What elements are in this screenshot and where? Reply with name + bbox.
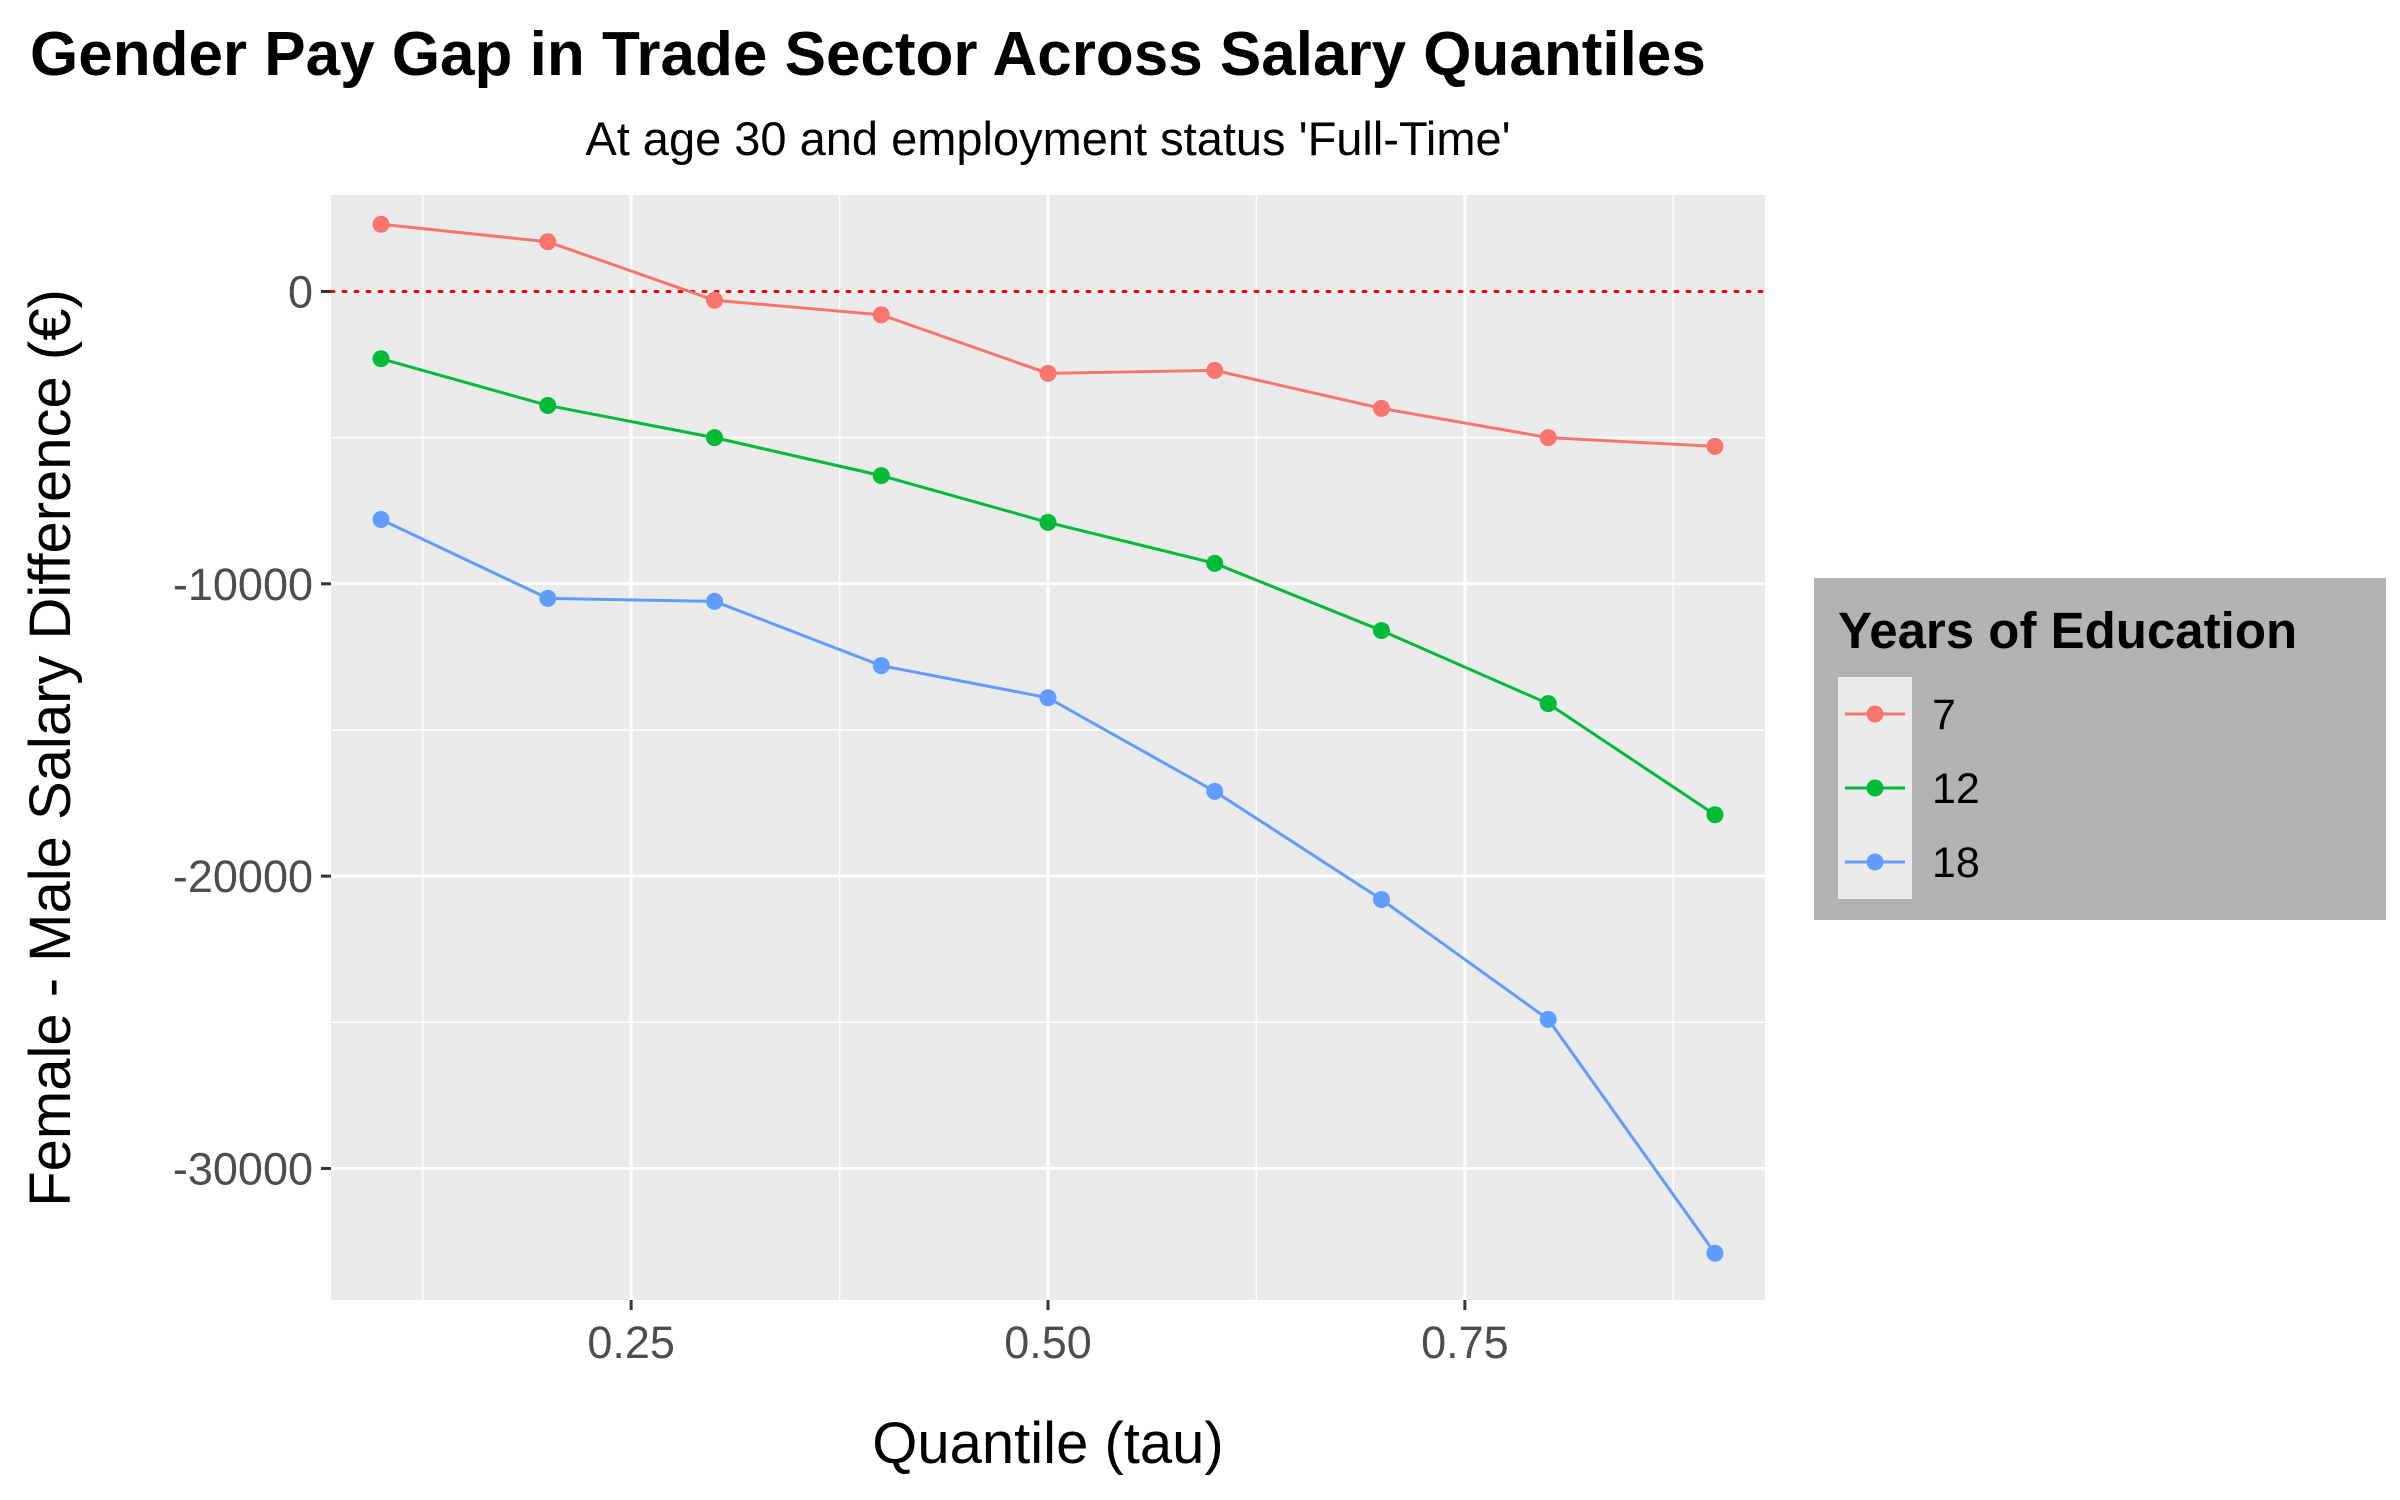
y-tick-label: -10000 <box>173 559 313 610</box>
y-tick-label: -20000 <box>173 851 313 902</box>
legend-title: Years of Education <box>1838 602 2297 659</box>
x-tick-label: 0.75 <box>1421 1317 1509 1368</box>
data-point-7 <box>1039 364 1057 382</box>
data-point-18 <box>872 657 890 675</box>
data-point-18 <box>372 510 390 528</box>
data-point-18 <box>1039 689 1057 707</box>
x-tick-label: 0.25 <box>587 1317 675 1368</box>
chart-title: Gender Pay Gap in Trade Sector Across Sa… <box>30 20 1706 89</box>
legend-label: 18 <box>1932 839 1980 887</box>
data-point-18 <box>1372 891 1390 909</box>
series-layer <box>372 215 1724 1262</box>
data-point-7 <box>539 233 557 251</box>
data-point-7 <box>1206 361 1224 379</box>
data-point-18 <box>539 589 557 607</box>
y-axis-title: Female - Male Salary Difference (€) <box>18 289 83 1207</box>
legend-label: 7 <box>1932 691 1956 739</box>
data-point-18 <box>1539 1010 1557 1028</box>
data-point-7 <box>872 306 890 324</box>
legend-keys: 7 12 18 <box>1838 677 1980 899</box>
legend-label: 12 <box>1932 765 1980 813</box>
legend-key-point <box>1866 853 1884 871</box>
data-point-7 <box>706 291 724 309</box>
data-point-12 <box>1539 695 1557 713</box>
chart-subtitle: At age 30 and employment status 'Full-Ti… <box>585 112 1510 165</box>
data-point-7 <box>1372 399 1390 417</box>
legend: Years of Education 7 12 18 <box>1814 578 2386 920</box>
data-point-18 <box>1706 1244 1724 1262</box>
tick-layer: 0 -10000 -20000 -30000 0.25 0.50 0.75 <box>173 266 1509 1368</box>
y-tick-label: 0 <box>288 266 313 317</box>
data-point-18 <box>1206 782 1224 800</box>
data-point-12 <box>1039 513 1057 531</box>
data-point-12 <box>1372 622 1390 640</box>
data-point-7 <box>1539 429 1557 447</box>
legend-key-point <box>1866 779 1884 797</box>
data-point-12 <box>1706 806 1724 824</box>
data-point-18 <box>706 592 724 610</box>
data-point-12 <box>539 396 557 414</box>
x-axis-title: Quantile (tau) <box>872 1411 1223 1476</box>
data-point-12 <box>372 350 390 368</box>
data-point-12 <box>872 467 890 485</box>
data-point-7 <box>372 215 390 233</box>
y-tick-label: -30000 <box>173 1143 313 1194</box>
data-point-12 <box>706 429 724 447</box>
legend-key-point <box>1866 705 1884 723</box>
data-point-7 <box>1706 437 1724 455</box>
data-point-12 <box>1206 554 1224 572</box>
x-tick-label: 0.50 <box>1004 1317 1092 1368</box>
